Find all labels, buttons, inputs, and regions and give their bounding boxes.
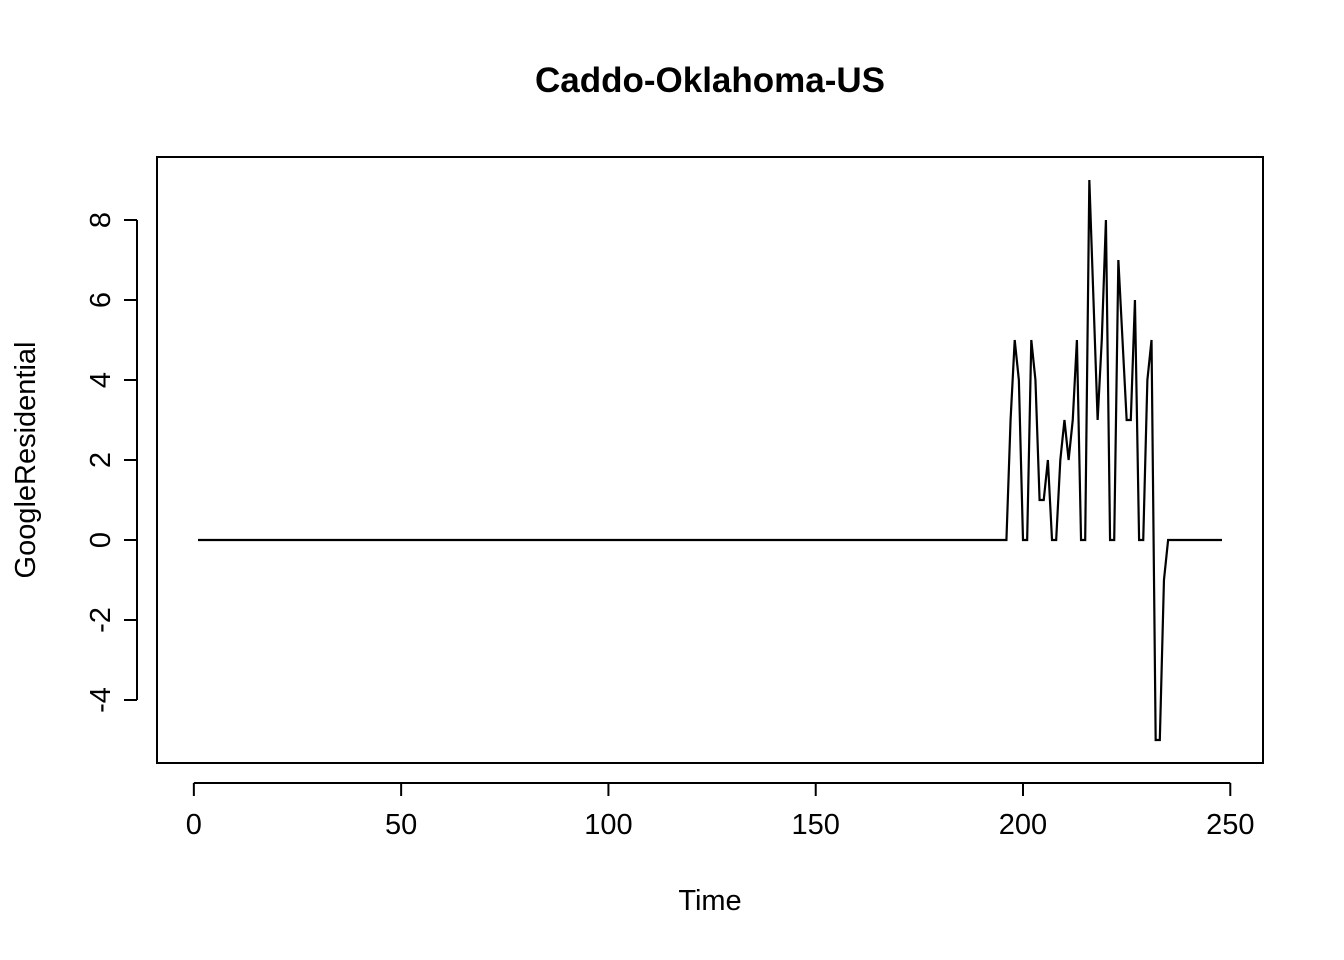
series-layer (198, 179, 1222, 742)
plot-frame (156, 156, 1264, 764)
x-axis: 0 50 100 150 200 250 (186, 782, 1254, 841)
x-tick-label: 150 (792, 809, 840, 841)
x-tick-label: 250 (1206, 809, 1254, 841)
x-tick-label: 50 (385, 809, 417, 841)
y-axis: -4 -2 0 2 4 6 8 (85, 212, 138, 713)
y-tick-label: 4 (85, 372, 117, 388)
x-tick-label: 0 (186, 809, 202, 841)
series-line (198, 179, 1222, 742)
x-tick-label: 200 (999, 809, 1047, 841)
y-tick-label: -2 (85, 607, 117, 633)
x-axis-title: Time (678, 885, 741, 917)
chart-title: Caddo-Oklahoma-US (535, 61, 885, 100)
y-tick-label: 2 (85, 452, 117, 468)
y-tick-label: -4 (85, 687, 117, 713)
x-tick-label: 100 (584, 809, 632, 841)
y-tick-label: 8 (85, 212, 117, 228)
y-tick-label: 6 (85, 292, 117, 308)
y-tick-label: 0 (85, 532, 117, 548)
y-axis-title: GoogleResidential (10, 342, 42, 579)
